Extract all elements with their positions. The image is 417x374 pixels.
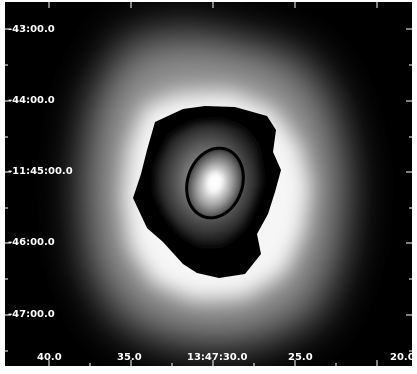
dec-label-1: -43:00.0 [8,24,55,35]
sky-image [5,2,412,366]
dec-label-3: -11:45:00.0 [8,166,73,177]
ra-label-1: 40.0 [37,352,62,363]
left-ticks [5,28,11,352]
right-ticks [406,28,412,352]
ra-label-2: 35.0 [117,352,142,363]
ra-label-3: 13:47:30.0 [187,352,248,363]
dec-label-5: -47:00.0 [8,309,55,320]
dec-label-2: -44:00.0 [8,95,55,106]
bottom-ticks [48,360,378,366]
core-peak [208,172,222,188]
ra-label-5: 20.0 [390,352,415,363]
ra-label-4: 25.0 [288,352,313,363]
dec-label-4: -46:00.0 [8,237,55,248]
top-ticks [48,2,378,8]
